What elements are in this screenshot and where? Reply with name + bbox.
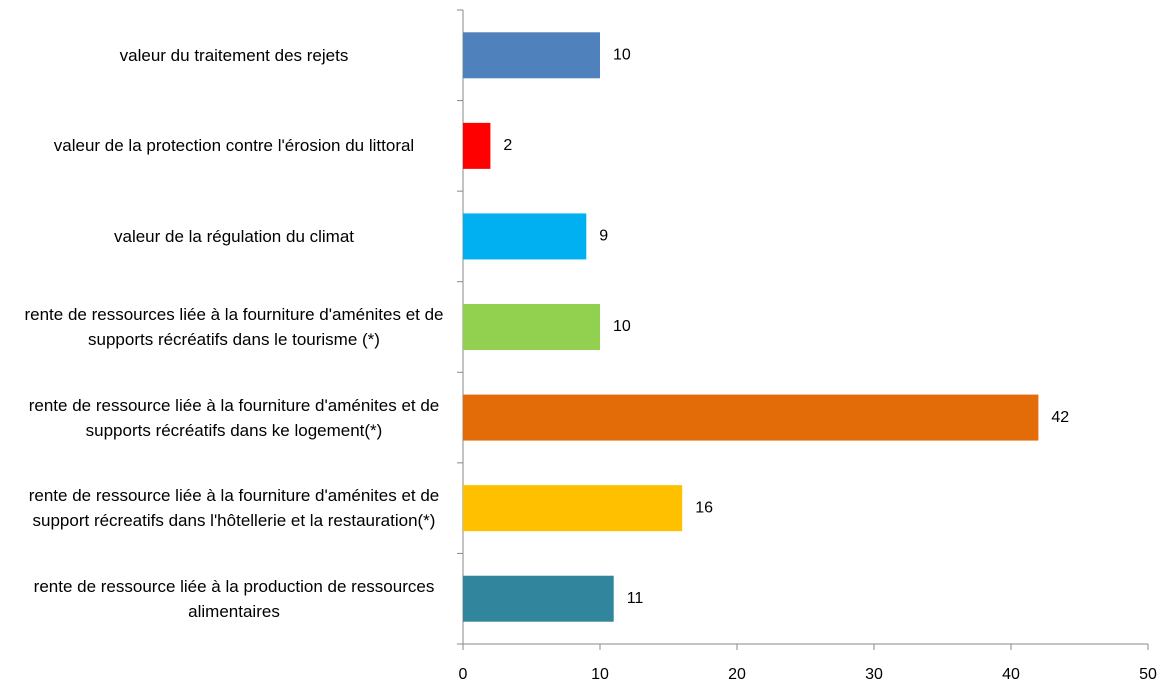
bar [463, 122, 491, 169]
bar [463, 32, 600, 79]
value-label: 11 [627, 590, 644, 607]
category-label: rente de ressource liée à la fourniture … [28, 486, 440, 531]
x-tick-label: 0 [459, 666, 468, 683]
bar [463, 485, 683, 532]
category-label: valeur de la régulation du climat [113, 226, 355, 246]
value-label: 2 [503, 137, 512, 154]
category-label: rente de ressources liée à la fourniture… [24, 305, 444, 349]
category-label: rente de ressource liée à la fourniture … [28, 395, 440, 440]
value-label: 9 [599, 228, 608, 245]
x-tick-label: 20 [728, 666, 746, 683]
category-label: valeur de la protection contre l'érosion… [53, 136, 415, 156]
bar [463, 575, 614, 622]
bar [463, 213, 587, 260]
x-tick-label: 50 [1139, 666, 1157, 683]
x-tick-label: 10 [591, 666, 609, 683]
value-label: 42 [1051, 409, 1069, 426]
category-label: valeur du traitement des rejets [119, 45, 349, 65]
value-label: 16 [695, 499, 713, 516]
x-tick-label: 30 [865, 666, 883, 683]
bar [463, 394, 1039, 441]
x-tick-label: 40 [1002, 666, 1020, 683]
value-label: 10 [613, 318, 631, 335]
category-label: rente de ressource liée à la production … [33, 576, 435, 621]
bar [463, 304, 600, 350]
value-label: 10 [613, 47, 631, 64]
